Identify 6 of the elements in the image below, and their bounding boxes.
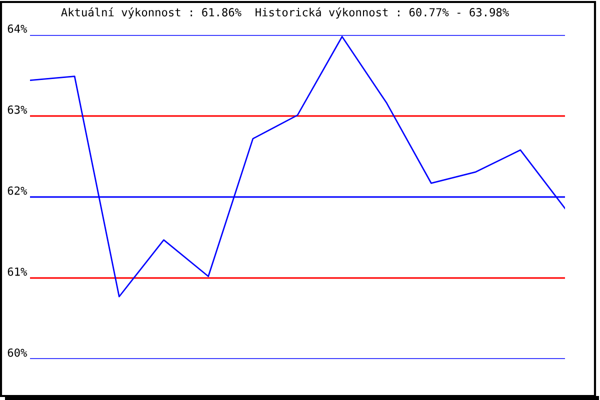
y-tick-label: 64% [8, 24, 28, 33]
y-tick-label: 61% [8, 267, 28, 276]
y-tick-label: 63% [8, 105, 28, 114]
y-tick-label: 60% [8, 348, 28, 357]
chart-title: Aktuální výkonnost : 61.86% Historická výkonnost : 60.77% - 63.98% [61, 7, 509, 19]
y-tick-label: 62% [8, 186, 28, 195]
